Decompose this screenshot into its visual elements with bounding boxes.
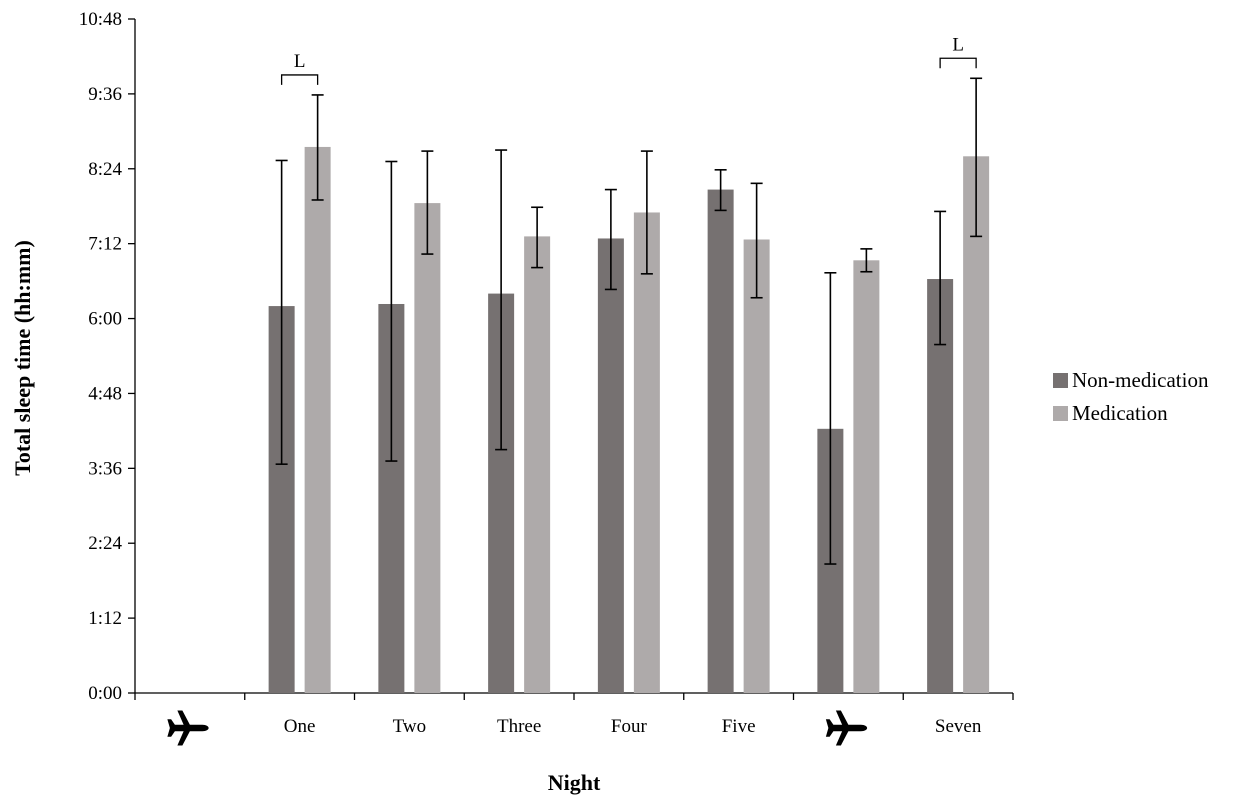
y-tick-label: 10:48 [79,9,122,30]
error-bars [275,77,983,565]
bar [304,146,331,693]
x-tick-label: Two [393,716,427,737]
significance-bracket [939,57,977,69]
annotations: LL [280,34,977,85]
bar [633,212,660,694]
x-tick-label: Three [497,716,541,737]
y-tick-label: 9:36 [88,84,122,105]
legend-label-non-medication: Non-medication [1072,368,1209,392]
bar [597,238,624,693]
y-tick-label: 8:24 [88,159,122,180]
x-axis-title: Night [548,770,601,795]
significance-label: L [294,51,306,72]
airplane-icon [167,710,209,746]
airplane-icon [825,710,868,746]
bars [268,146,990,694]
x-tick-label: Five [722,716,756,737]
legend-swatch-medication [1053,406,1068,421]
y-tick-label: 6:00 [88,309,122,330]
y-tick-label: 1:12 [88,608,122,629]
x-tick-label: Four [611,716,648,737]
significance-bracket [280,74,319,85]
y-tick-label: 7:12 [88,234,122,255]
legend-swatch-non-medication [1053,373,1068,388]
axes: 0:00 1:12 2:24 3:36 4:48 6:00 7:12 8:24 9:36 10:4… [79,9,1014,746]
x-tick-label: Seven [935,716,982,737]
y-tick-label: 2:24 [88,533,122,554]
bar [927,279,954,693]
x-tick-label: One [284,716,316,737]
bar [743,239,770,694]
legend: Non-medication Medication [1053,364,1208,430]
bar [707,189,734,693]
bar [853,260,880,693]
y-axis-title: Total sleep time (hh:mm) [10,240,35,476]
legend-item-medication: Medication [1053,397,1208,430]
bar [524,236,551,693]
legend-label-medication: Medication [1072,401,1168,425]
y-tick-label: 0:00 [88,683,122,704]
bar [414,203,441,693]
bar [963,156,990,694]
legend-item-non-medication: Non-medication [1053,364,1208,397]
significance-label: L [952,34,964,55]
y-tick-label: 4:48 [88,383,122,404]
y-tick-label: 3:36 [88,458,122,479]
